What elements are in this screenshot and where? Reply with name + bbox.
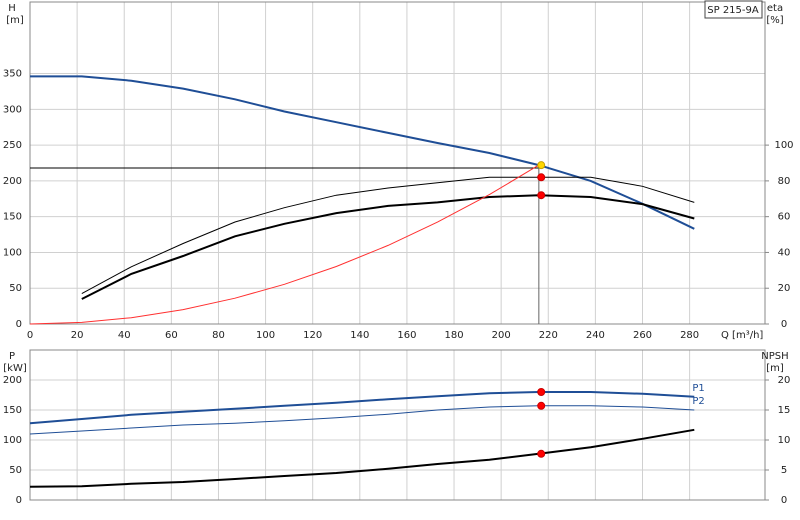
- y-tick-label: 300: [3, 104, 22, 115]
- x-tick-label: 280: [680, 330, 699, 341]
- x-tick-label: 260: [633, 330, 652, 341]
- y-tick-label: 250: [3, 140, 22, 151]
- y-tick-label: 100: [3, 435, 22, 446]
- y-tick-label: 0: [16, 495, 22, 506]
- x-tick-label: 220: [539, 330, 558, 341]
- operating-point: [537, 191, 546, 200]
- legend-box: [704, 0, 763, 19]
- plot-frame: [29, 1, 766, 325]
- y-axis-unit: [m]: [6, 15, 24, 26]
- y2-tick-label: 0: [781, 495, 787, 506]
- y2-tick-label: 15: [778, 405, 791, 416]
- y2-tick-label: 60: [778, 212, 791, 223]
- curve: [29, 428, 695, 488]
- y-tick-label: 50: [9, 465, 22, 476]
- x-tick-label: 120: [303, 330, 322, 341]
- y-tick-label: 150: [3, 405, 22, 416]
- y-tick-label: 50: [9, 283, 22, 294]
- y2-axis-unit: [m]: [766, 363, 784, 374]
- y-axis-title: P: [9, 351, 15, 362]
- y-axis-unit: [kW]: [3, 363, 27, 374]
- operating-point: [537, 449, 546, 458]
- legend-text: SP 215-9A: [707, 5, 759, 16]
- series-label: P2: [692, 396, 704, 407]
- y-tick-label: 200: [3, 176, 22, 187]
- x-tick-label: 160: [397, 330, 416, 341]
- curve: [81, 194, 695, 300]
- curve: [29, 164, 540, 325]
- y-tick-label: 200: [3, 375, 22, 386]
- x-tick-label: 140: [350, 330, 369, 341]
- series-label: P1: [692, 383, 704, 394]
- x-tick-label: 60: [165, 330, 178, 341]
- curve: [29, 405, 695, 435]
- curve: [30, 75, 695, 230]
- operating-point: [537, 401, 546, 410]
- y-tick-label: 350: [3, 69, 22, 80]
- y-axis-title: H: [8, 3, 16, 14]
- operating-point: [537, 161, 546, 170]
- x-axis-title: Q [m³/h]: [721, 330, 763, 341]
- y2-tick-label: 20: [778, 283, 791, 294]
- y2-axis-unit: [%]: [766, 15, 783, 26]
- x-tick-label: 180: [444, 330, 463, 341]
- x-tick-label: 20: [71, 330, 84, 341]
- x-tick-label: 100: [256, 330, 275, 341]
- plot-frame: [29, 349, 766, 501]
- operating-point: [537, 173, 546, 182]
- x-tick-label: 240: [586, 330, 605, 341]
- x-tick-label: 0: [27, 330, 33, 341]
- y2-tick-label: 10: [778, 435, 791, 446]
- y2-tick-label: 5: [781, 465, 787, 476]
- y2-tick-label: 100: [774, 140, 793, 151]
- operating-point: [537, 388, 546, 396]
- x-tick-label: 80: [212, 330, 225, 341]
- y2-tick-label: 40: [778, 247, 791, 258]
- y-tick-label: 0: [16, 319, 22, 330]
- curve: [29, 391, 695, 425]
- x-tick-label: 40: [118, 330, 131, 341]
- y2-tick-label: 20: [778, 375, 791, 386]
- curve: [81, 176, 695, 295]
- y2-tick-label: 0: [781, 319, 787, 330]
- y-tick-label: 150: [3, 212, 22, 223]
- x-tick-label: 200: [492, 330, 511, 341]
- y2-axis-title: NPSH: [761, 351, 788, 362]
- y2-axis-title: eta: [767, 3, 783, 14]
- y2-tick-label: 80: [778, 176, 791, 187]
- y-tick-label: 100: [3, 247, 22, 258]
